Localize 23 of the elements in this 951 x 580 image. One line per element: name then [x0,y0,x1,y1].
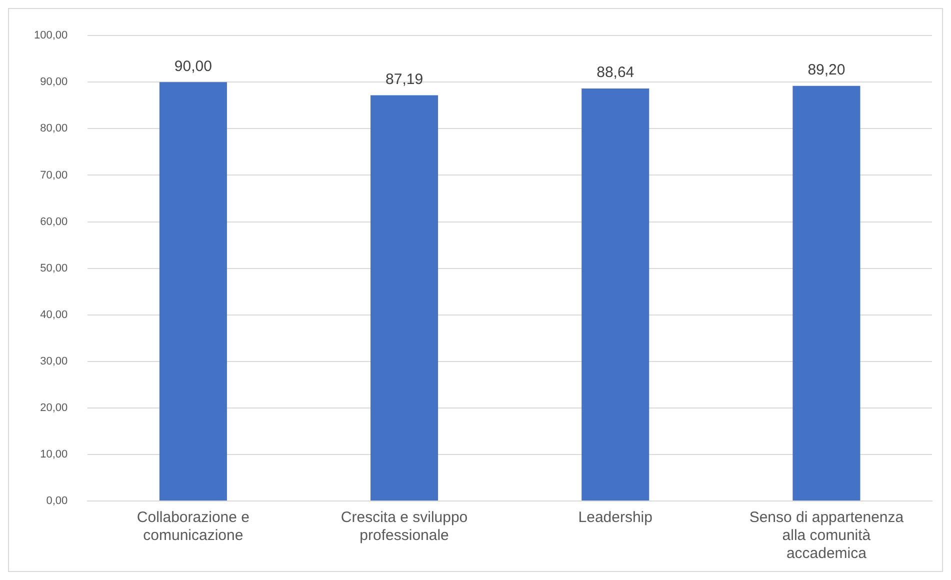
y-tick-label: 80,00 [40,122,68,135]
data-label: 89,20 [808,62,846,79]
x-tick-label: Collaborazione e comunicazione [136,509,250,544]
data-label: 88,64 [596,64,634,82]
data-label: 90,00 [174,58,212,75]
y-tick-label: 90,00 [40,76,68,88]
y-tick-label: 70,00 [40,169,68,182]
x-tick-label: Senso di appartenenza alla comunità accademica [749,509,904,562]
bar [159,82,227,500]
bar [792,86,860,500]
bar [370,95,438,500]
y-tick-label: 60,00 [40,216,68,228]
y-tick-label: 100,00 [34,30,68,42]
y-tick-label: 30,00 [40,355,68,368]
y-tick-label: 50,00 [40,262,68,274]
y-tick-label: 40,00 [40,308,68,321]
data-label: 87,19 [386,70,424,88]
x-tick-label: Crescita e sviluppo professionale [340,509,468,544]
bar [582,88,650,500]
y-tick-label: 0,00 [46,495,68,508]
x-tick-label: Leadership [578,509,652,526]
y-tick-label: 20,00 [40,402,68,414]
y-tick-label: 10,00 [40,448,68,460]
